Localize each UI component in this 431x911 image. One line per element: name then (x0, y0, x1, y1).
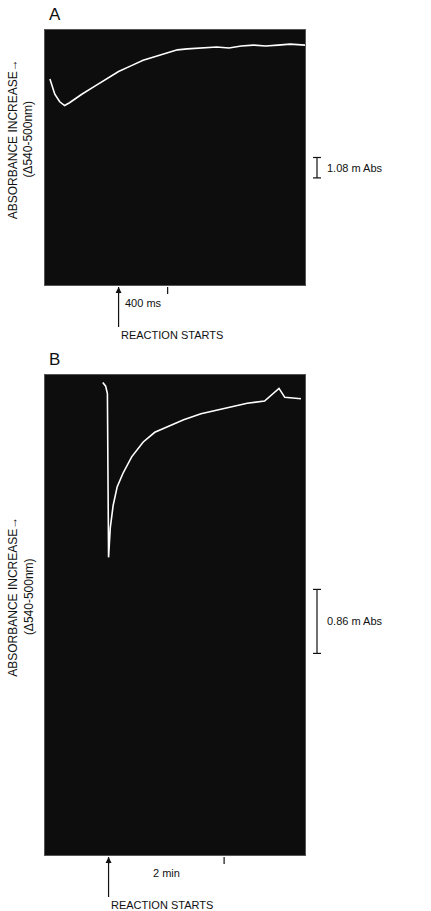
svg-text:A: A (49, 5, 61, 24)
svg-text:REACTION STARTS: REACTION STARTS (111, 899, 213, 911)
svg-text:ABSORBANCE INCREASE→(Δ540-500n: ABSORBANCE INCREASE→(Δ540-500nm) (6, 59, 36, 219)
svg-text:ABSORBANCE INCREASE→(Δ540-500n: ABSORBANCE INCREASE→(Δ540-500nm) (6, 517, 36, 677)
svg-text:2 min: 2 min (153, 867, 180, 879)
svg-text:0.86 m Abs: 0.86 m Abs (327, 615, 383, 627)
svg-text:1.08 m Abs: 1.08 m Abs (327, 162, 383, 174)
svg-text:B: B (49, 350, 60, 369)
svg-text:400 ms: 400 ms (125, 297, 162, 309)
svg-text:REACTION STARTS: REACTION STARTS (121, 329, 223, 341)
